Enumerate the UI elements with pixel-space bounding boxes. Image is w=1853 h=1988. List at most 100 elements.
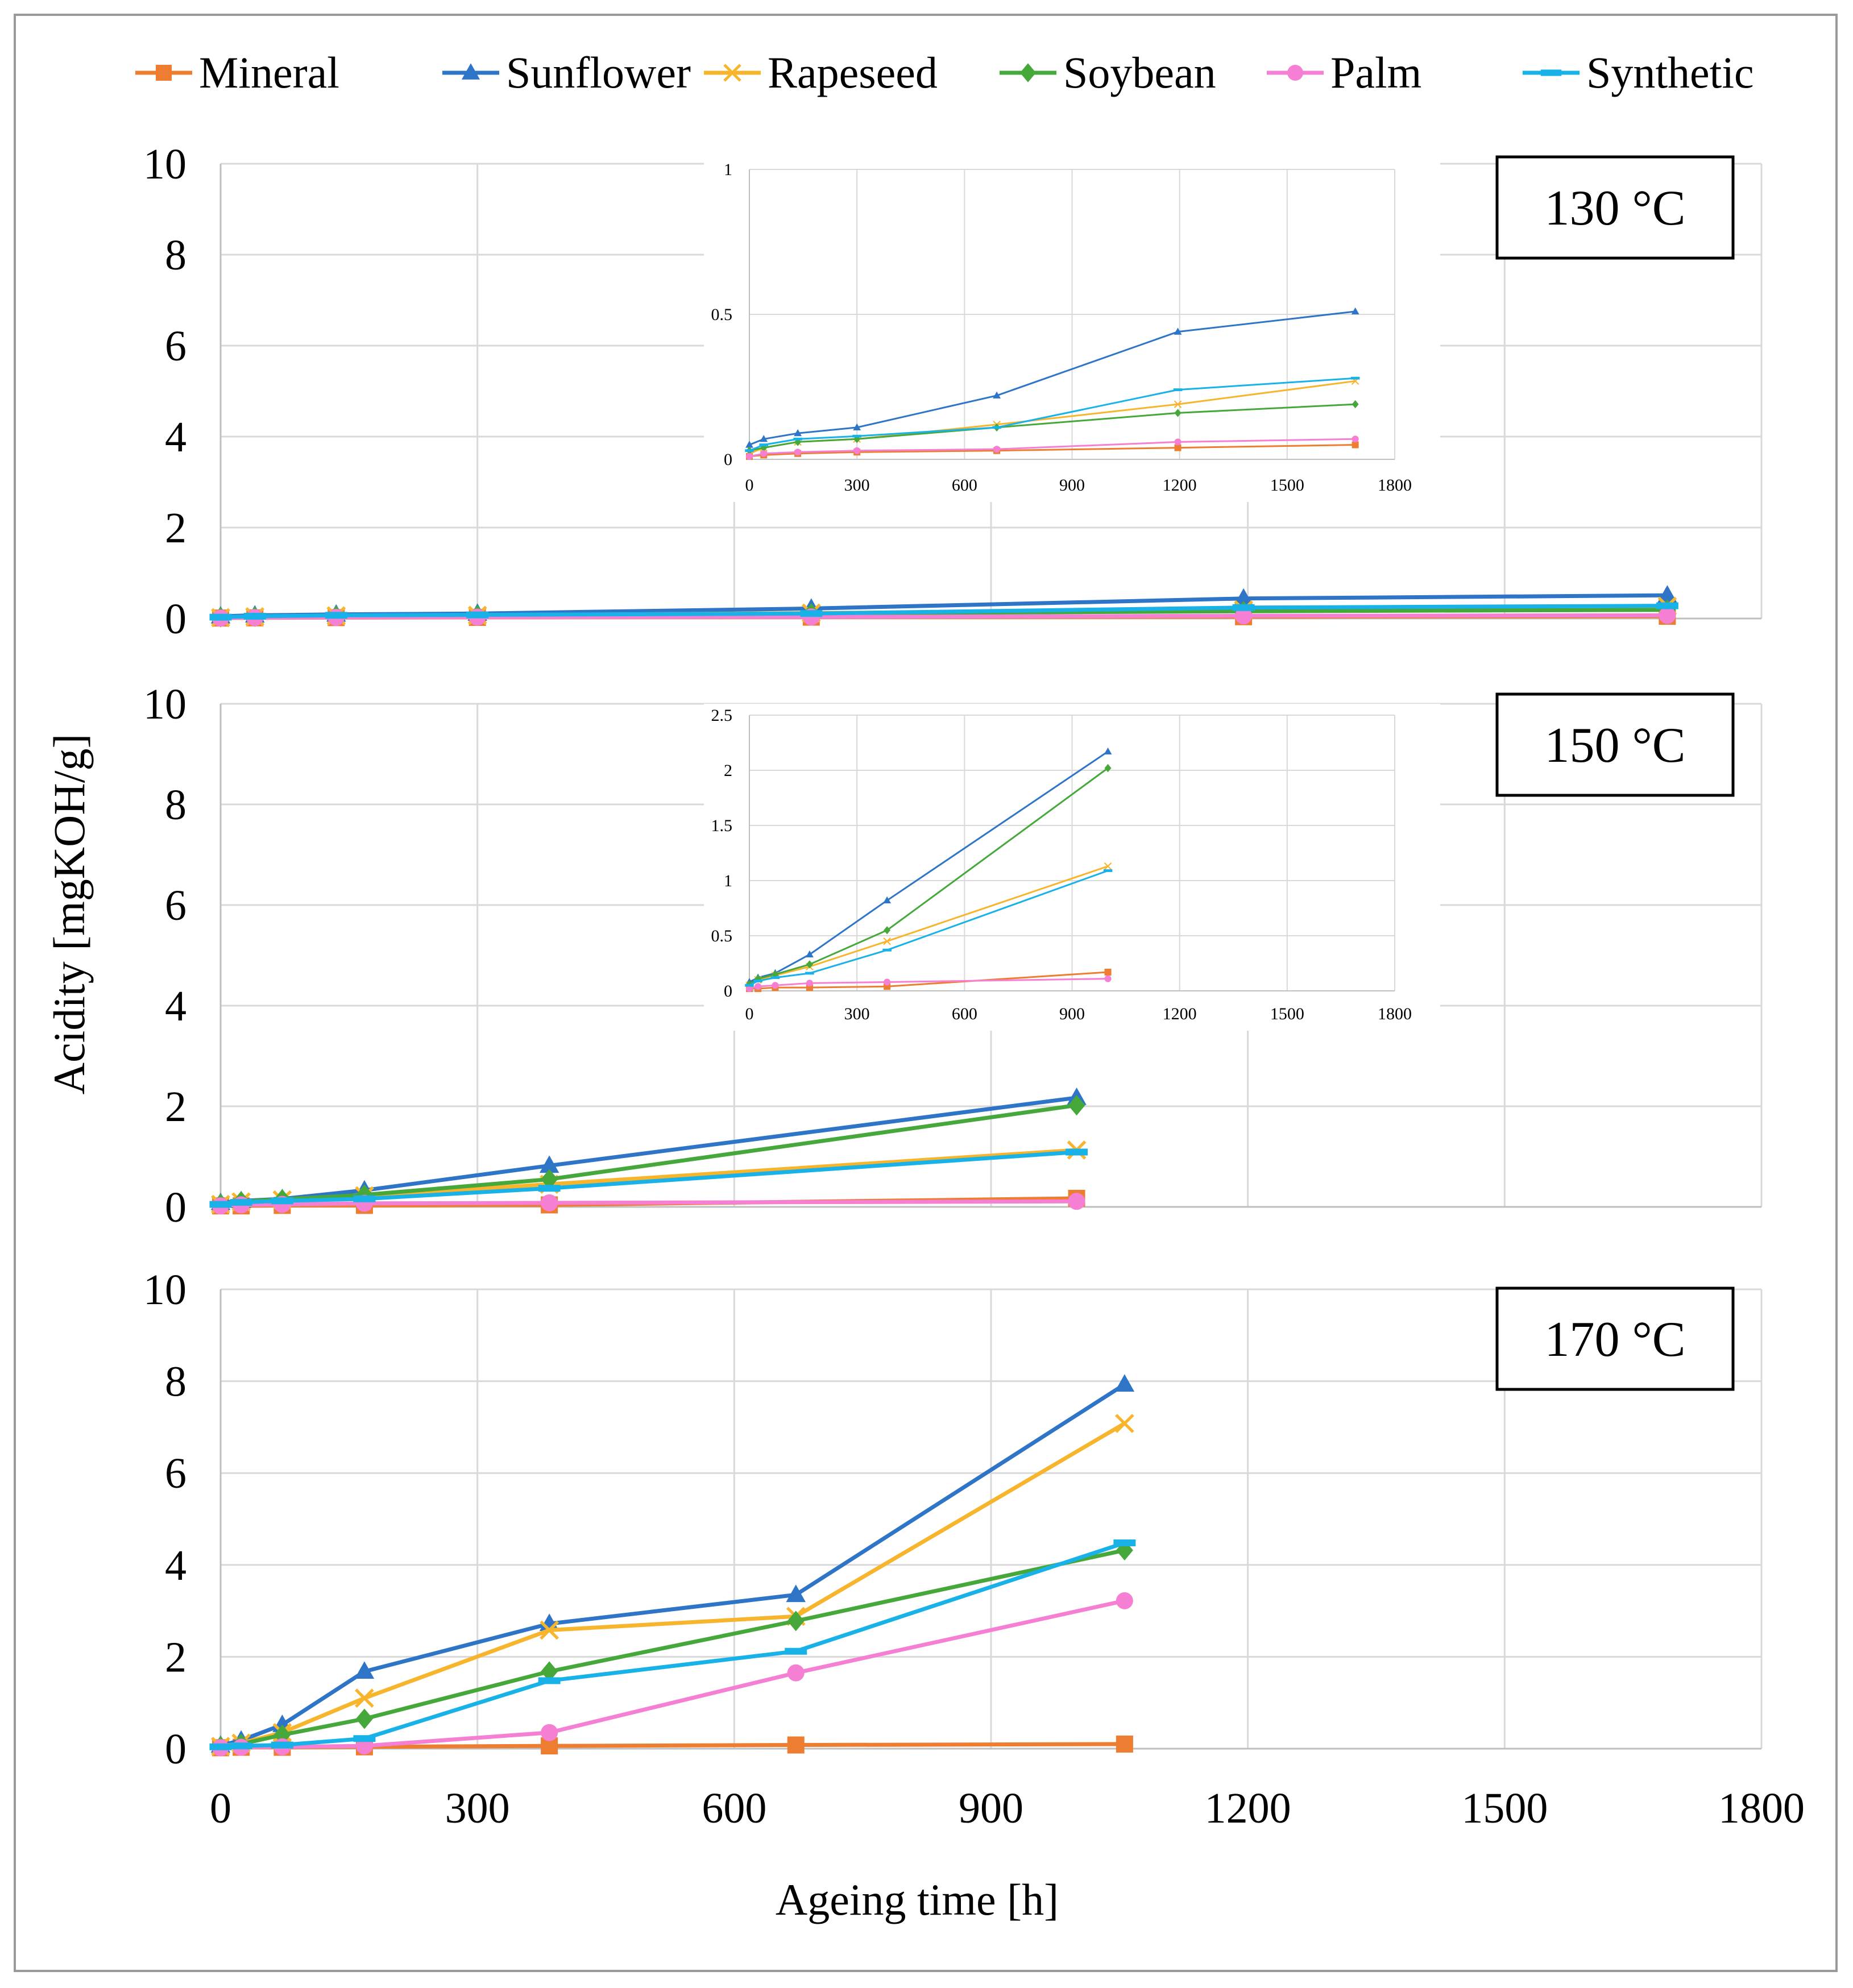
inset-150-c: 0 300 600 900 1200 1500 1800 0 0.5 1 1.5 2 2.5 <box>704 704 1440 1031</box>
inset-1-ytick-3: 1.5 <box>711 816 733 835</box>
panel-1-ytick-4: 8 <box>165 781 186 829</box>
panel-2-ytick-4: 8 <box>165 1358 186 1406</box>
inset-0-point-synthetic-6 <box>1350 376 1360 380</box>
inset-130-c: 0 300 600 900 1200 1500 1800 0 0.5 1 <box>704 158 1440 502</box>
panel-2-ytick-5: 10 <box>143 1266 186 1314</box>
panel-2-temperature-label: 170 °C <box>1545 1312 1686 1367</box>
legend: Mineral Sunflower Rapeseed Soybean Palm Synth… <box>135 48 1754 97</box>
legend-marker-soybean <box>1020 63 1036 82</box>
panel-0-point-palm-5 <box>1235 607 1253 625</box>
inset-1-ytick-4: 2 <box>724 761 732 780</box>
inset-0-ytick-2: 1 <box>724 160 732 179</box>
panel-0-ytick-5: 10 <box>143 140 186 188</box>
panel-1-label-box <box>1495 692 1735 797</box>
panel-0-point-palm-6 <box>1659 607 1676 624</box>
panel-1-point-synthetic-3 <box>353 1195 376 1202</box>
acidity-chart: Mineral Sunflower Rapeseed Soybean Palm Synth… <box>44 48 1805 1924</box>
panel-1-point-palm-4 <box>541 1194 558 1211</box>
panel-2-point-sunflower-3 <box>354 1661 375 1679</box>
panel-0-point-synthetic-3 <box>466 611 489 619</box>
legend-item-rapeseed: Rapeseed <box>704 48 938 97</box>
panel-0-point-synthetic-5 <box>1232 604 1255 611</box>
x-tick-label-5: 1500 <box>1461 1784 1548 1832</box>
inset-1-point-soybean-4 <box>884 926 891 935</box>
inset-0-point-rapeseed-5 <box>1174 400 1182 408</box>
panel-1-point-synthetic-2 <box>271 1197 293 1205</box>
inset-0-xtick-4: 1200 <box>1163 476 1197 495</box>
panel-1-temperature-label: 150 °C <box>1545 718 1686 773</box>
inset-1-point-synthetic-0 <box>745 983 754 987</box>
panel-2-ytick-2: 4 <box>165 1542 186 1589</box>
inset-0-point-mineral-6 <box>1352 441 1359 449</box>
panel-2-point-soybean-4 <box>541 1661 558 1682</box>
panel-1-point-synthetic-0 <box>209 1201 232 1208</box>
legend-item-mineral: Mineral <box>135 48 339 97</box>
inset-0-point-palm-0 <box>746 453 753 460</box>
inset-1-point-palm-4 <box>884 978 891 986</box>
inset-0-point-palm-5 <box>1174 438 1182 446</box>
panel-2-point-synthetic-1 <box>230 1742 252 1750</box>
x-tick-label-0: 0 <box>210 1784 231 1832</box>
inset-0-point-sunflower-6 <box>1351 307 1359 314</box>
panel-2-point-mineral-6 <box>1116 1735 1133 1753</box>
panel-0-temperature-label: 130 °C <box>1545 181 1686 236</box>
panel-2-point-rapeseed-6 <box>1115 1414 1134 1433</box>
panel-2-ytick-1: 2 <box>165 1633 186 1681</box>
panel-0-point-sunflower-5 <box>1233 588 1254 606</box>
inset-1-point-palm-1 <box>755 983 762 990</box>
panel-1-point-soybean-4 <box>541 1169 558 1190</box>
panel-1-ytick-5: 10 <box>143 680 186 728</box>
legend-item-soybean: Soybean <box>1000 48 1216 97</box>
panel-2-point-synthetic-3 <box>353 1735 376 1742</box>
panel-150-c: 0 2 4 6 8 10 0 300 600 900 1200 1500 1800 0 0.5 1 1.5 2 2.… <box>143 680 1763 1231</box>
panel-0-ytick-0: 0 <box>165 595 186 643</box>
inset-0-point-synthetic-5 <box>1173 388 1183 391</box>
inset-1-ytick-2: 1 <box>724 871 732 890</box>
panel-2-point-synthetic-0 <box>209 1743 232 1750</box>
legend-item-synthetic: Synthetic <box>1523 48 1754 97</box>
panel-130-c: 0 2 4 6 8 10 0 300 600 900 1200 1500 1800 0 0.5 1 130 °C <box>143 140 1763 643</box>
panel-2-point-sunflower-6 <box>1114 1374 1135 1392</box>
panel-0-point-synthetic-4 <box>800 610 823 617</box>
inset-1-point-sunflower-5 <box>1104 747 1112 755</box>
inset-1-xtick-0: 0 <box>745 1005 754 1023</box>
inset-0-point-sunflower-1 <box>760 435 768 442</box>
panel-2-point-mineral-5 <box>787 1736 805 1754</box>
legend-marker-mineral <box>156 65 172 81</box>
panel-2-label-box <box>1495 1286 1735 1391</box>
panel-2-ytick-3: 6 <box>165 1450 186 1497</box>
inset-0-point-synthetic-1 <box>759 443 769 446</box>
inset-1-xtick-3: 900 <box>1059 1005 1085 1023</box>
panel-0-point-sunflower-6 <box>1657 585 1677 603</box>
panel-1-series-sunflower <box>220 1095 1077 1205</box>
legend-marker-synthetic <box>1540 69 1562 76</box>
panel-1-point-palm-5 <box>1068 1193 1085 1210</box>
inset-0-ytick-1: 0.5 <box>711 305 733 324</box>
panel-0-ytick-3: 6 <box>165 322 186 370</box>
inset-1-point-synthetic-2 <box>770 976 780 980</box>
inset-0-xtick-1: 300 <box>844 476 870 495</box>
legend-label-sunflower: Sunflower <box>506 48 691 97</box>
panel-1-point-synthetic-5 <box>1066 1148 1088 1156</box>
panel-0-point-synthetic-1 <box>243 613 266 620</box>
inset-0-point-synthetic-0 <box>745 449 754 453</box>
inset-0-point-palm-2 <box>794 449 802 456</box>
inset-1-point-rapeseed-4 <box>883 937 891 945</box>
panel-0-point-synthetic-2 <box>325 612 347 619</box>
inset-1-point-palm-2 <box>772 982 779 989</box>
legend-label-soybean: Soybean <box>1063 48 1216 97</box>
inset-1-point-soybean-5 <box>1104 763 1112 773</box>
inset-1-point-soybean-3 <box>806 960 813 969</box>
legend-marker-sunflower <box>461 63 480 80</box>
panel-1-ytick-1: 2 <box>165 1083 186 1131</box>
panel-2-point-soybean-3 <box>355 1708 373 1729</box>
inset-0-xtick-5: 1500 <box>1270 476 1304 495</box>
panel-1-point-sunflower-4 <box>539 1155 559 1173</box>
inset-1-point-palm-3 <box>806 980 813 987</box>
panel-2-point-synthetic-2 <box>271 1741 293 1749</box>
inset-1-point-sunflower-4 <box>883 896 892 904</box>
inset-1-point-synthetic-5 <box>1103 869 1113 872</box>
inset-0-point-sunflower-0 <box>745 441 753 448</box>
x-axis-label: Ageing time [h] <box>776 1875 1059 1924</box>
